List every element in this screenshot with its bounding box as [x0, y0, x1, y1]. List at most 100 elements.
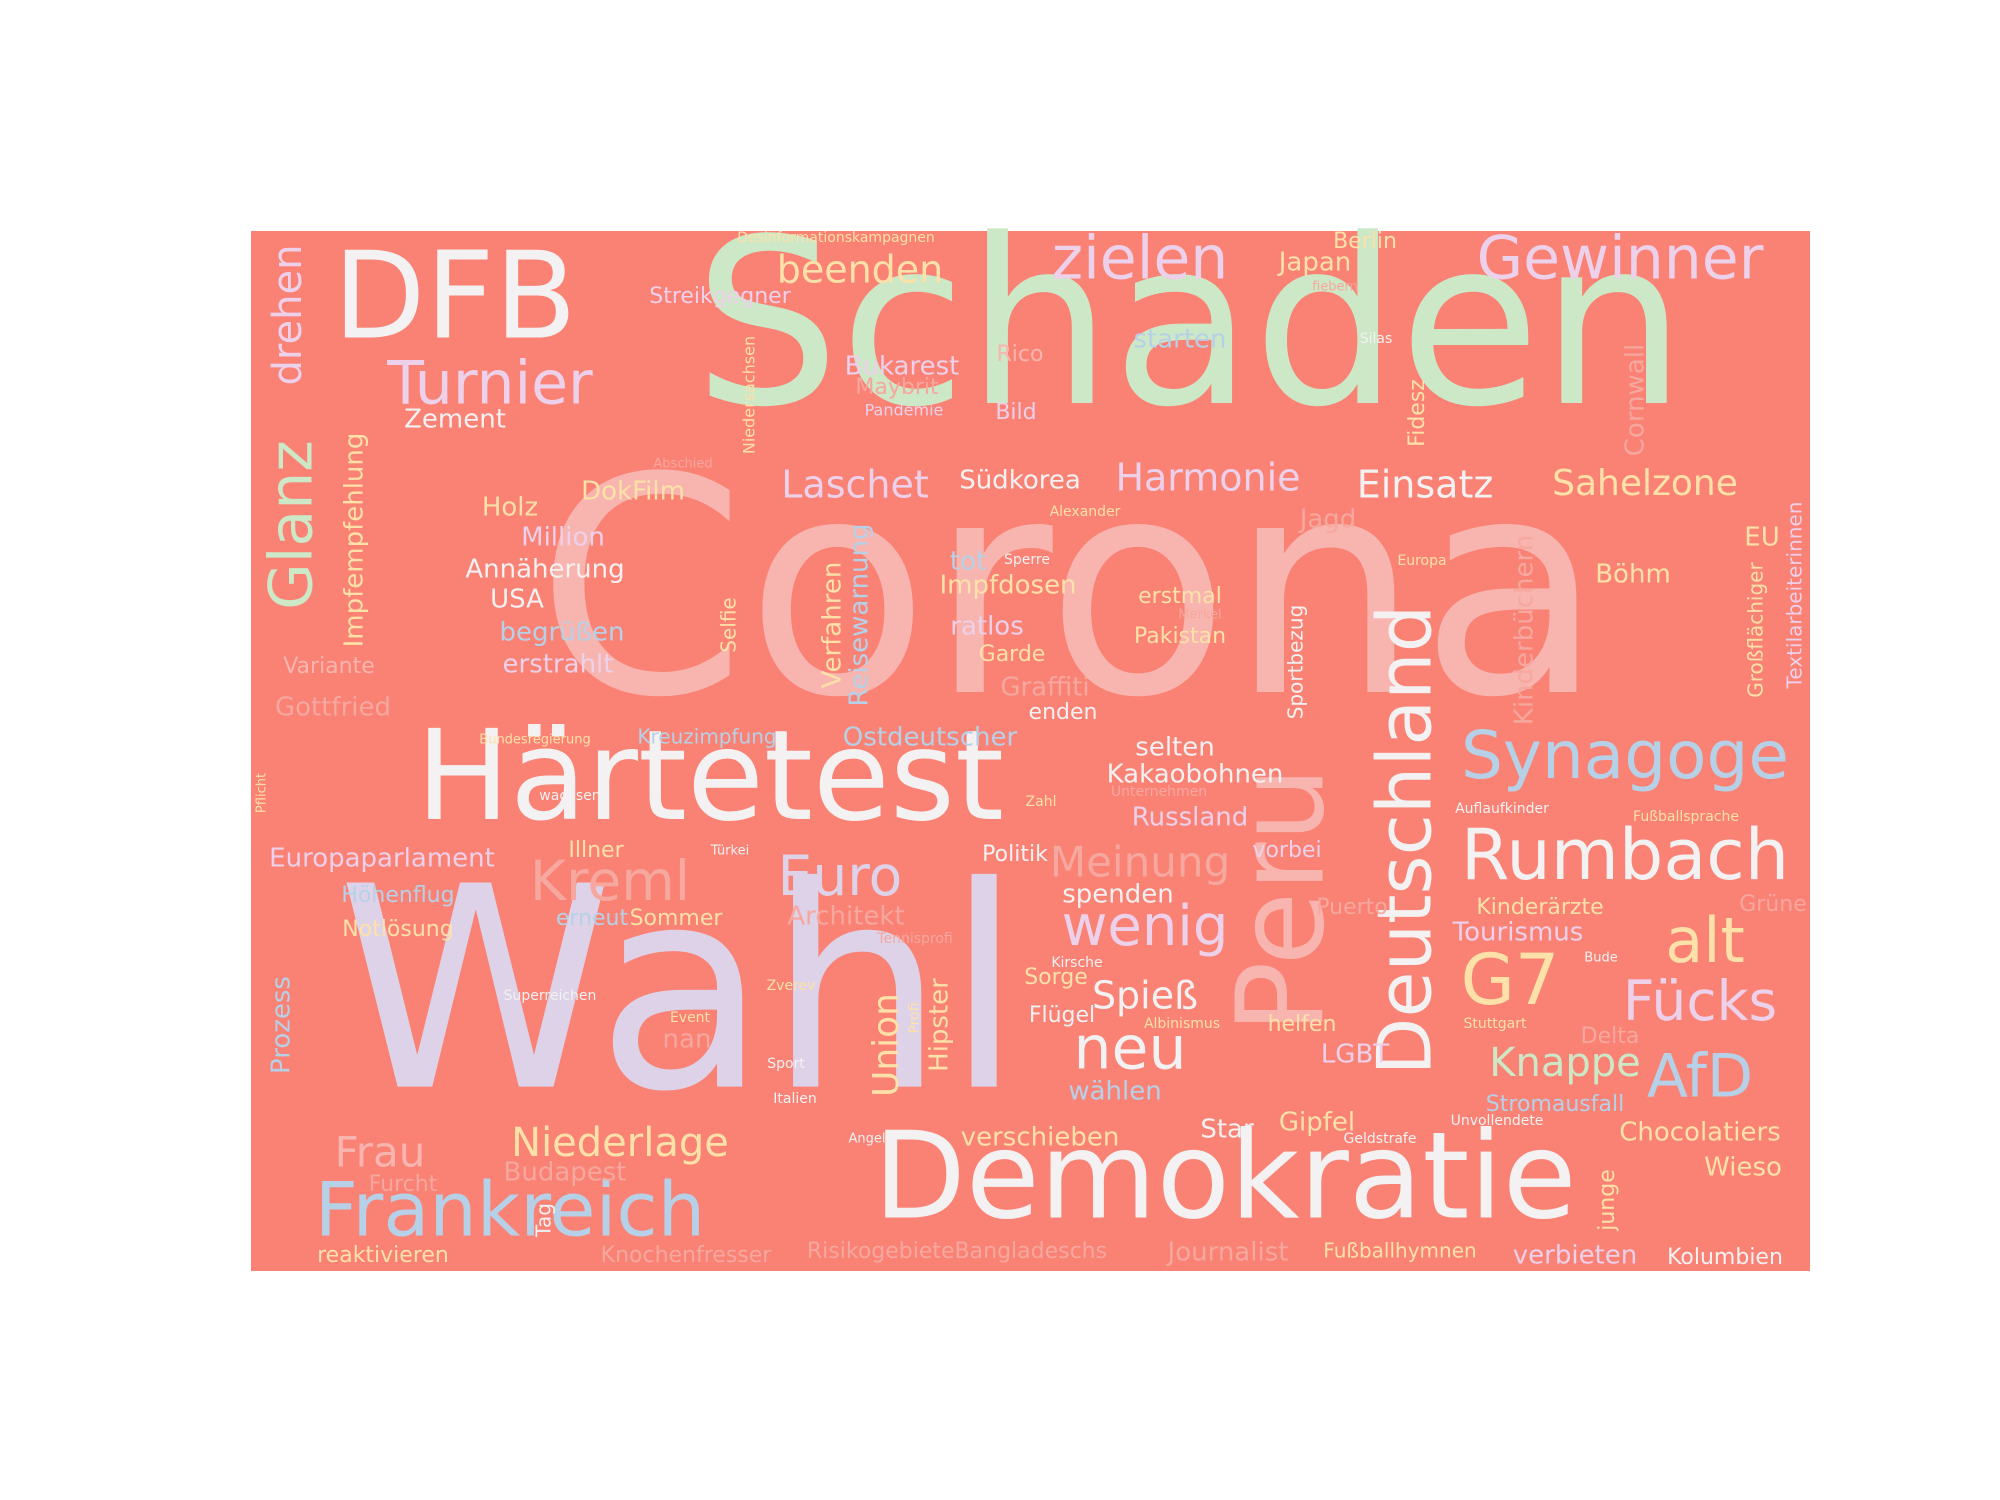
word-jagd: Jagd [1298, 505, 1357, 535]
word-g7: G7 [1461, 939, 1560, 1021]
word-kreml: Kreml [530, 849, 690, 913]
word-sorge: Sorge [1024, 965, 1088, 990]
word-stromausfall: Stromausfall [1486, 1092, 1624, 1117]
word-pflicht: Pflicht [255, 773, 270, 813]
word-gewinner: Gewinner [1477, 224, 1764, 294]
word-kakaobohnen: Kakaobohnen [1107, 760, 1284, 790]
word-fidesz: Fidesz [1405, 379, 1430, 447]
word-bild: Bild [995, 400, 1036, 425]
word-niederlage: Niederlage [511, 1120, 729, 1166]
word-stuttgart: Stuttgart [1464, 1016, 1527, 1032]
word-niedersachsen: Niedersachsen [740, 336, 759, 454]
word-beenden: beenden [777, 248, 944, 292]
word-glanz: Glanz [257, 440, 327, 609]
word-dfb: DFB [333, 228, 577, 367]
word-spenden: spenden [1062, 880, 1174, 910]
word-illner: Illner [568, 838, 624, 863]
word-impfempfehlung: Impfempfehlung [340, 433, 370, 648]
word-südkorea: Südkorea [959, 466, 1081, 496]
word-textilarbeiterinnen: Textilarbeiterinnen [1783, 502, 1807, 690]
word-europa: Europa [1397, 553, 1446, 569]
word-alexander: Alexander [1050, 504, 1121, 520]
word-unvollendete: Unvollendete [1451, 1113, 1544, 1129]
word-fußballsprache: Fußballsprache [1633, 809, 1739, 825]
word-zement: Zement [404, 405, 506, 435]
word-laschet: Laschet [781, 463, 929, 507]
word-verbieten: verbieten [1513, 1241, 1637, 1271]
word-nan: nan [663, 1025, 712, 1055]
word-sportbezug: Sportbezug [1284, 605, 1308, 720]
word-kinderbüchern: Kinderbüchern [1510, 535, 1540, 725]
word-tourismus: Tourismus [1452, 918, 1584, 948]
word-kreuzimpfung: Kreuzimpfung [637, 725, 776, 749]
word-begrüßen: begrüßen [499, 618, 624, 648]
word-harmonie: Harmonie [1115, 456, 1300, 500]
word-fiebern: fiebern [1312, 280, 1358, 295]
word-lgbt: LGBT [1321, 1040, 1389, 1070]
word-delta: Delta [1581, 1024, 1640, 1049]
word-cornwall: Cornwall [1621, 344, 1651, 456]
word-enden: enden [1029, 700, 1098, 725]
word-tot: tot [950, 547, 986, 577]
word-pakistan: Pakistan [1134, 624, 1226, 649]
word-usa: USA [490, 585, 544, 615]
word-synagoge: Synagoge [1461, 717, 1789, 794]
word-einsatz: Einsatz [1357, 463, 1494, 507]
word-hipster: Hipster [925, 978, 955, 1072]
word-zahl: Zahl [1026, 794, 1057, 810]
word-tag: Tag [532, 1203, 556, 1238]
word-drehen: drehen [265, 245, 311, 386]
word-spieß: Spieß [1092, 974, 1198, 1018]
word-sport: Sport [767, 1056, 805, 1072]
word-angela: Angela [849, 1132, 894, 1147]
word-gipfel: Gipfel [1279, 1108, 1355, 1138]
word-grüne: Grüne [1739, 892, 1807, 917]
word-event: Event [670, 1010, 711, 1026]
word-graffiti: Graffiti [1000, 673, 1089, 703]
word-japan: Japan [1277, 248, 1352, 278]
word-turnier: Turnier [386, 349, 593, 419]
word-tennisprofi: Tennisprofi [876, 931, 952, 947]
word-kinderärzte: Kinderärzte [1476, 895, 1603, 920]
word-fußballhymnen: Fußballhymnen [1323, 1239, 1476, 1263]
word-superreichen: Superreichen [504, 988, 597, 1004]
word-knappe: Knappe [1489, 1040, 1640, 1086]
word-chocolatiers: Chocolatiers [1619, 1118, 1781, 1148]
word-budapest: Budapest [504, 1158, 627, 1188]
word-italien: Italien [773, 1091, 816, 1107]
word-bundesregierung: Bundesregierung [479, 733, 590, 748]
word-auflaufkinder: Auflaufkinder [1455, 801, 1549, 817]
word-prozess: Prozess [267, 976, 297, 1074]
word-ostdeutscher: Ostdeutscher [843, 723, 1018, 753]
word-holz: Holz [482, 493, 538, 523]
word-knochenfresser: Knochenfresser [601, 1243, 773, 1268]
word-berlin: Berlin [1333, 229, 1397, 254]
word-furcht: Furcht [369, 1172, 438, 1197]
word-wahl: Wahl [337, 828, 1023, 1154]
word-sperre: Sperre [1004, 552, 1050, 568]
word-wenig: wenig [1062, 894, 1229, 959]
cloud-background [251, 231, 1810, 1271]
word-sahelzone: Sahelzone [1552, 463, 1738, 504]
word-neu: neu [1074, 1014, 1187, 1084]
word-demokratie: Demokratie [873, 1108, 1576, 1247]
word-eu: EU [1744, 523, 1779, 553]
word-deutschland: Deutschland [1361, 605, 1449, 1076]
word-geldstrafe: Geldstrafe [1344, 1131, 1417, 1147]
word-annäherung: Annäherung [465, 555, 624, 585]
word-verschieben: verschieben [961, 1123, 1120, 1153]
word-alt: alt [1665, 904, 1745, 977]
word-afd: AfD [1647, 1042, 1753, 1112]
word-garde: Garde [979, 642, 1046, 667]
word-flügel: Flügel [1029, 1003, 1095, 1028]
word-starten: starten [1133, 325, 1226, 355]
word-fücks: Fücks [1623, 969, 1777, 1033]
word-junge: junge [1595, 1169, 1620, 1232]
word-selfie: Selfie [717, 597, 741, 652]
word-böhm: Böhm [1595, 560, 1671, 590]
word-architekt: Architekt [787, 902, 904, 932]
word-peru: Peru [1213, 766, 1352, 1033]
word-wachsen: wachsen [539, 788, 600, 804]
word-albinismus: Albinismus [1144, 1016, 1220, 1032]
word-wählen: wählen [1068, 1077, 1161, 1107]
